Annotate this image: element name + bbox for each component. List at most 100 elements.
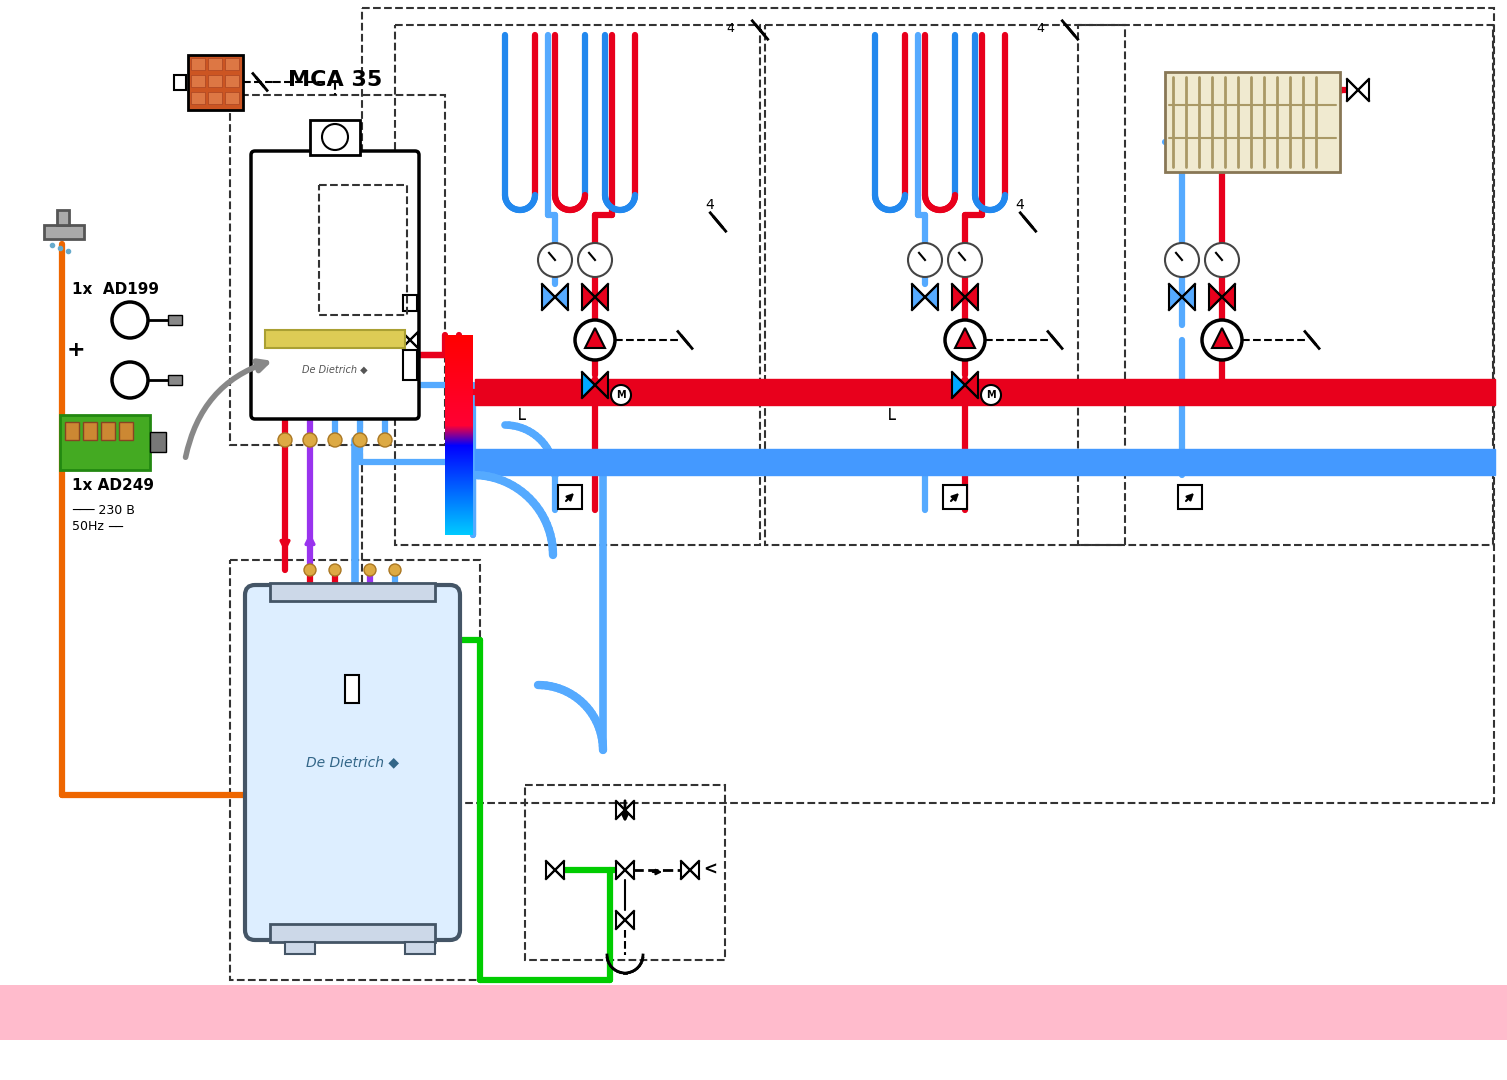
Bar xyxy=(270,583,436,600)
Circle shape xyxy=(329,564,341,576)
Polygon shape xyxy=(1347,79,1358,102)
Bar xyxy=(1178,485,1203,509)
Circle shape xyxy=(389,564,401,576)
Bar xyxy=(943,485,967,509)
Bar xyxy=(231,561,481,980)
Polygon shape xyxy=(616,861,625,879)
Polygon shape xyxy=(410,332,417,348)
Circle shape xyxy=(909,243,942,276)
Circle shape xyxy=(981,384,1001,405)
Bar xyxy=(167,375,182,384)
Text: 4: 4 xyxy=(726,22,734,35)
Polygon shape xyxy=(912,284,925,310)
Text: <: < xyxy=(702,861,717,879)
Bar xyxy=(225,92,240,104)
Bar xyxy=(191,75,205,87)
Bar xyxy=(167,315,182,325)
Bar xyxy=(265,330,405,348)
Polygon shape xyxy=(925,284,937,310)
Polygon shape xyxy=(595,284,607,310)
Bar xyxy=(1078,25,1493,545)
Polygon shape xyxy=(595,372,607,399)
Text: 4: 4 xyxy=(1016,198,1025,212)
Circle shape xyxy=(576,320,615,360)
FancyBboxPatch shape xyxy=(246,585,460,940)
Bar xyxy=(101,422,115,440)
Bar xyxy=(345,675,359,703)
Text: └: └ xyxy=(514,410,526,430)
Polygon shape xyxy=(616,801,625,819)
Text: 1x AD249: 1x AD249 xyxy=(72,477,154,492)
Polygon shape xyxy=(952,284,964,310)
Polygon shape xyxy=(585,328,604,348)
Circle shape xyxy=(322,124,348,150)
Circle shape xyxy=(1165,243,1200,276)
Polygon shape xyxy=(1212,328,1233,348)
Polygon shape xyxy=(555,284,568,310)
Polygon shape xyxy=(690,861,699,879)
Bar xyxy=(766,25,1126,545)
Polygon shape xyxy=(625,801,634,819)
Polygon shape xyxy=(681,861,690,879)
Polygon shape xyxy=(625,861,634,879)
Polygon shape xyxy=(555,861,564,879)
Bar xyxy=(225,75,240,87)
Polygon shape xyxy=(952,372,964,399)
Text: De Dietrich ◆: De Dietrich ◆ xyxy=(306,755,398,769)
Polygon shape xyxy=(625,912,634,929)
Bar xyxy=(151,432,166,453)
Polygon shape xyxy=(616,912,625,929)
Circle shape xyxy=(365,564,377,576)
Circle shape xyxy=(329,433,342,447)
Text: └: └ xyxy=(885,410,895,430)
Bar xyxy=(208,75,222,87)
Polygon shape xyxy=(964,372,978,399)
Bar xyxy=(475,449,1495,475)
Bar xyxy=(191,92,205,104)
Polygon shape xyxy=(1358,79,1368,102)
Circle shape xyxy=(538,243,573,276)
Text: M: M xyxy=(616,390,625,400)
Polygon shape xyxy=(582,284,595,310)
Bar xyxy=(188,55,243,110)
Bar xyxy=(44,225,84,239)
Polygon shape xyxy=(546,861,555,879)
Text: 4: 4 xyxy=(1037,22,1044,35)
Bar xyxy=(83,422,96,440)
Bar xyxy=(402,295,417,311)
Bar xyxy=(57,210,69,225)
Text: +: + xyxy=(66,340,86,360)
Polygon shape xyxy=(1169,284,1181,310)
Bar xyxy=(310,120,360,156)
Bar xyxy=(475,379,1495,405)
Text: 1x  AD199: 1x AD199 xyxy=(72,283,160,297)
Bar xyxy=(65,422,78,440)
Bar xyxy=(362,8,1493,804)
Bar xyxy=(191,58,205,70)
Bar xyxy=(558,485,582,509)
Polygon shape xyxy=(1222,284,1236,310)
Circle shape xyxy=(353,433,368,447)
Text: ─── 230 B: ─── 230 B xyxy=(72,503,134,516)
Text: De Dietrich ◆: De Dietrich ◆ xyxy=(303,365,368,375)
Circle shape xyxy=(112,362,148,399)
Bar xyxy=(1165,72,1340,172)
Polygon shape xyxy=(955,328,975,348)
Bar xyxy=(395,25,760,545)
Circle shape xyxy=(610,384,631,405)
Polygon shape xyxy=(582,372,595,399)
Bar xyxy=(231,95,445,445)
Text: M: M xyxy=(986,390,996,400)
Circle shape xyxy=(945,320,986,360)
Bar xyxy=(524,785,725,960)
Text: 50Hz: 50Hz xyxy=(72,521,104,534)
Bar xyxy=(285,942,315,954)
Circle shape xyxy=(277,433,292,447)
FancyBboxPatch shape xyxy=(252,151,419,419)
Circle shape xyxy=(1206,243,1239,276)
Bar xyxy=(402,350,417,380)
Bar xyxy=(208,92,222,104)
Text: ──: ── xyxy=(109,521,124,534)
Polygon shape xyxy=(1209,284,1222,310)
Bar xyxy=(60,415,151,470)
